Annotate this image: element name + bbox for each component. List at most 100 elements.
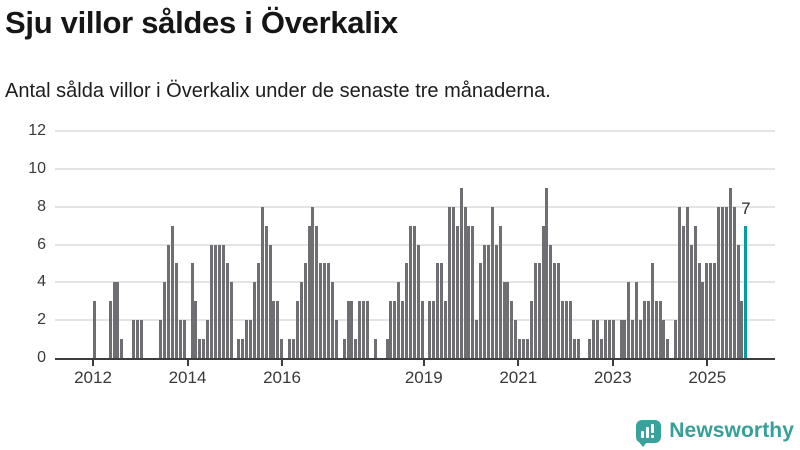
bar — [198, 339, 202, 358]
newsworthy-logo[interactable]: Newsworthy — [636, 417, 794, 447]
bar — [295, 301, 299, 358]
bar — [373, 339, 377, 358]
bar — [303, 263, 307, 358]
x-axis-label: 2021 — [499, 368, 538, 387]
bar — [252, 282, 256, 358]
bar — [463, 206, 467, 358]
bar — [709, 263, 713, 358]
bar — [510, 301, 514, 358]
bar — [717, 206, 721, 358]
bar — [471, 225, 475, 358]
bar — [475, 320, 479, 358]
bar — [596, 320, 600, 358]
bar — [514, 320, 518, 358]
bar — [611, 320, 615, 358]
bar — [237, 339, 241, 358]
bar — [358, 301, 362, 358]
y-axis-label: 12 — [28, 122, 46, 139]
bar — [178, 320, 182, 358]
bar — [206, 320, 210, 358]
bar — [537, 263, 541, 358]
bar — [650, 263, 654, 358]
bar — [502, 282, 506, 358]
bar — [444, 301, 448, 358]
x-axis-label: 2016 — [263, 368, 301, 387]
x-axis-label: 2019 — [404, 368, 443, 387]
bar — [171, 225, 175, 358]
bar — [674, 320, 678, 358]
x-axis-label: 2023 — [593, 368, 632, 387]
bar — [724, 206, 728, 358]
bar — [553, 263, 557, 358]
bar — [736, 244, 740, 358]
bar — [354, 339, 358, 358]
bar — [135, 320, 139, 358]
x-axis-tick — [517, 360, 520, 366]
bar — [225, 263, 229, 358]
bar — [568, 301, 572, 358]
bar — [678, 206, 682, 358]
bar — [619, 320, 623, 358]
bar — [494, 244, 498, 358]
bar — [713, 263, 717, 358]
bar — [693, 225, 697, 358]
bar — [506, 282, 510, 358]
bar — [549, 244, 553, 358]
gridline — [55, 205, 775, 208]
bar — [600, 339, 604, 358]
bar — [319, 263, 323, 358]
bar — [428, 301, 432, 358]
y-axis-labels: 0 2 4 6 8 10 12 — [0, 0, 46, 450]
bar — [572, 339, 576, 358]
bar — [705, 263, 709, 358]
bar — [720, 206, 724, 358]
bar — [561, 301, 565, 358]
bar — [260, 206, 264, 358]
bar — [167, 244, 171, 358]
bar — [412, 225, 416, 358]
bar — [323, 263, 327, 358]
highlighted-bar — [744, 225, 748, 358]
bar — [697, 263, 701, 358]
bar — [689, 244, 693, 358]
bar — [108, 301, 112, 358]
bar — [728, 187, 732, 358]
bar — [276, 301, 280, 358]
bar — [221, 244, 225, 358]
bar — [393, 301, 397, 358]
bar — [685, 206, 689, 358]
bar — [635, 282, 639, 358]
bar — [592, 320, 596, 358]
bar — [541, 225, 545, 358]
bar — [397, 282, 401, 358]
y-axis-label: 10 — [28, 159, 46, 177]
bar — [241, 339, 245, 358]
bar — [120, 339, 124, 358]
logo-wordmark: Newsworthy — [669, 419, 794, 442]
bar — [182, 320, 186, 358]
bar — [459, 187, 463, 358]
last-value-label: 7 — [741, 198, 751, 218]
bar — [256, 263, 260, 358]
bar — [420, 301, 424, 358]
bar — [486, 244, 490, 358]
bar — [518, 339, 522, 358]
bar — [389, 301, 393, 358]
bar — [666, 339, 670, 358]
x-axis-tick — [281, 360, 283, 366]
bar — [432, 301, 436, 358]
bar — [740, 301, 744, 358]
bar — [607, 320, 611, 358]
bar — [307, 225, 311, 358]
bar — [701, 282, 705, 358]
bar — [311, 206, 315, 358]
bar — [334, 320, 338, 358]
bar — [342, 339, 346, 358]
bar — [525, 339, 529, 358]
bar — [533, 263, 537, 358]
x-axis-tick — [611, 360, 614, 366]
bar — [350, 301, 354, 358]
y-axis-label: 6 — [37, 235, 46, 253]
bar — [330, 282, 334, 358]
